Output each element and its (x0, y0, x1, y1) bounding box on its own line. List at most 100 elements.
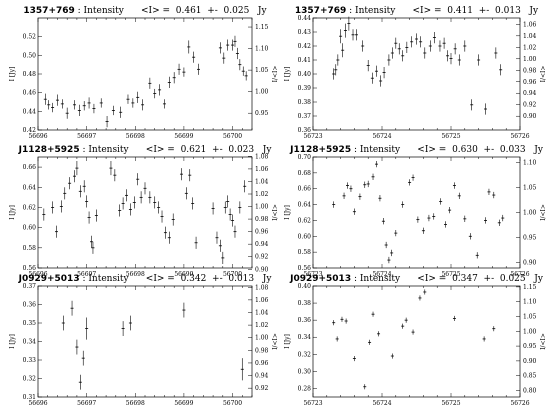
data-point (148, 191, 152, 204)
data-point (411, 174, 415, 181)
data-point (81, 350, 85, 366)
data-point (390, 249, 394, 257)
data-point (332, 68, 336, 80)
y2-tick-label: 1.04 (255, 309, 269, 316)
source-name: J0929+5013 (289, 274, 351, 284)
data-point (374, 160, 378, 168)
data-point (222, 52, 226, 64)
x-tick-label: 56696 (28, 271, 47, 278)
y-tick-label: 0.56 (23, 265, 37, 272)
data-point (336, 54, 340, 66)
data-point (70, 300, 74, 316)
y2-tick-label: 1.00 (255, 204, 269, 211)
y-axis-label: I [Jy] (9, 334, 16, 349)
title-text: : Intensity <I> = (346, 6, 447, 16)
data-point (335, 336, 339, 342)
data-point (121, 197, 125, 210)
y2-axis-label: I/<I> (272, 66, 279, 83)
data-point (401, 323, 405, 329)
data-point (211, 202, 215, 215)
panel-title: J0929+5013 : Intensity <I> = 0.342 +- 0.… (18, 274, 273, 284)
y2-tick-label: 1.04 (255, 178, 269, 185)
y2-axis-label: I/<I> (540, 333, 547, 350)
y2-tick-label: 1.06 (523, 21, 537, 28)
data-point (370, 72, 374, 84)
mean-intensity: 0.347 (452, 274, 478, 284)
y2-tick-label: 0.98 (255, 347, 269, 354)
data-point (75, 339, 79, 355)
data-point (349, 185, 353, 192)
data-point (381, 218, 385, 225)
y-tick-label: 0.37 (298, 113, 312, 120)
data-point (374, 65, 378, 77)
title-text: +- (478, 274, 500, 284)
panel-title: J0929+5013 : Intensity <I> = 0.347 +- 0.… (289, 274, 544, 284)
y-tick-label: 0.32 (23, 376, 37, 383)
plot-frame (37, 285, 253, 398)
data-point (379, 75, 383, 87)
data-point (443, 221, 447, 228)
data-point (487, 188, 491, 196)
data-point (449, 53, 453, 65)
intensity-error: 0.025 (500, 274, 526, 284)
data-point (427, 214, 431, 222)
y-tick-label: 0.41 (298, 57, 311, 64)
y-tick-label: 0.44 (298, 15, 312, 22)
x-tick-label: 56697 (77, 400, 96, 407)
data-point (415, 33, 418, 45)
data-point (148, 77, 152, 89)
y-tick-label: 0.40 (298, 71, 312, 78)
data-point (457, 54, 461, 66)
panel-title: 1357+769 : Intensity <I> = 0.411 +- 0.01… (295, 6, 539, 16)
data-point (55, 94, 59, 106)
intensity-error: 0.013 (228, 274, 254, 284)
y-tick-label: 0.37 (23, 283, 37, 290)
y-tick-label: 0.60 (298, 233, 312, 240)
y2-axis-label: I/<I> (272, 333, 279, 350)
data-point (352, 356, 356, 362)
data-point (72, 170, 76, 183)
data-point (172, 72, 176, 84)
data-point (139, 191, 143, 204)
data-point (82, 180, 86, 193)
data-point (197, 63, 200, 75)
data-point (231, 214, 235, 227)
data-point (153, 88, 157, 99)
y-tick-label: 0.60 (23, 225, 37, 232)
y2-tick-label: 1.06 (255, 166, 269, 173)
data-point (231, 39, 235, 51)
data-point (87, 97, 91, 109)
data-point (332, 201, 336, 208)
data-point (390, 47, 394, 59)
title-text: : Intensity <I> = (80, 145, 181, 155)
source-name: J0929+5013 (18, 274, 80, 284)
panel-2: 1357+769 : Intensity <I> = 0.411 +- 0.01… (284, 6, 547, 140)
data-point (113, 169, 117, 182)
data-point (99, 98, 103, 108)
y-tick-label: 0.36 (298, 127, 312, 134)
data-point (191, 197, 195, 210)
data-point (463, 215, 467, 223)
y2-axis-label: I/<I> (540, 66, 547, 83)
data-point (125, 189, 129, 202)
y2-tick-label: 0.85 (523, 373, 537, 380)
y-tick-label: 0.66 (23, 164, 37, 171)
y-tick-label: 0.58 (23, 245, 37, 252)
y-tick-label: 0.62 (298, 217, 312, 224)
data-point (346, 182, 349, 189)
data-point (233, 35, 237, 47)
y2-tick-label: 1.00 (523, 328, 537, 335)
data-point (347, 16, 351, 31)
data-point (126, 94, 130, 104)
y-tick-label: 0.31 (23, 394, 36, 401)
data-point (131, 98, 135, 108)
mean-intensity: 0.630 (452, 145, 478, 155)
data-point (68, 177, 72, 190)
x-tick-label: 56725 (441, 400, 460, 407)
data-point (361, 40, 365, 52)
y2-axis-label: I/<I> (272, 204, 279, 221)
data-point (477, 54, 481, 66)
data-point (334, 64, 338, 76)
data-point (404, 317, 408, 323)
y2-tick-label: 1.02 (255, 191, 269, 198)
